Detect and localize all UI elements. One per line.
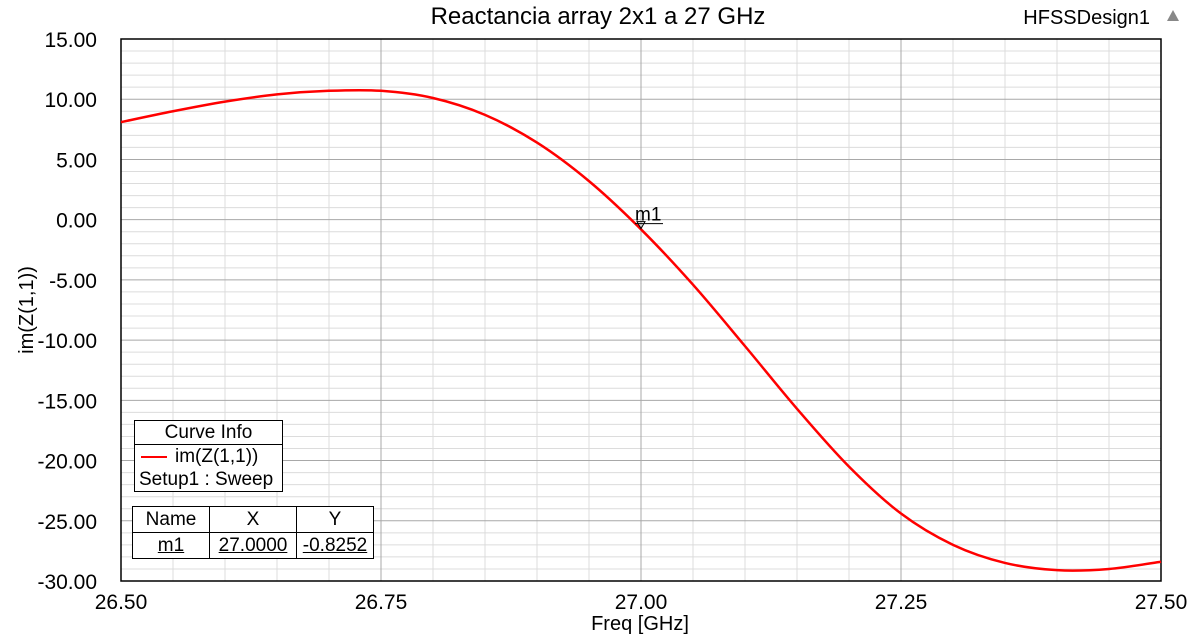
marker-table-header: Name X Y xyxy=(132,506,374,533)
marker-row-x: 27.0000 xyxy=(209,532,297,559)
marker-header-y: Y xyxy=(296,506,374,533)
y-tick-label: -15.00 xyxy=(37,390,97,413)
y-tick-label: -5.00 xyxy=(49,270,97,293)
marker-row-name[interactable]: m1 xyxy=(132,532,210,559)
x-tick-label: 27.25 xyxy=(875,591,928,614)
curve-info-title: Curve Info xyxy=(135,421,282,445)
marker-table-row: m1 27.0000 -0.8252 xyxy=(132,532,374,559)
plot-frame xyxy=(120,38,1162,582)
y-tick-label: 10.00 xyxy=(44,89,97,112)
x-tick-label: 26.75 xyxy=(355,591,408,614)
y-tick-labels: 15.00 10.00 5.00 0.00 -5.00 -10.00 -15.00 -20.0… xyxy=(37,29,97,594)
x-tick-label: 27.50 xyxy=(1135,591,1188,614)
curve-info-sub: Setup1 : Sweep xyxy=(139,469,274,490)
marker-label: m1 xyxy=(635,205,661,226)
curve-info-legend[interactable]: Curve Info im(Z(1,1)) Setup1 : Sweep xyxy=(134,420,283,492)
design-name: HFSSDesign1 xyxy=(1023,7,1150,29)
series-swatch xyxy=(141,455,167,458)
marker-table[interactable]: Name X Y m1 27.0000 -0.8252 xyxy=(132,506,374,559)
marker-header-name: Name xyxy=(132,506,210,533)
y-tick-label: 0.00 xyxy=(56,210,97,233)
curve-info-entry[interactable]: im(Z(1,1)) xyxy=(135,445,282,468)
marker-triangle-icon xyxy=(636,221,646,230)
marker-m1[interactable]: m1 xyxy=(635,205,663,230)
y-axis-label: im(Z(1,1)) xyxy=(16,266,38,354)
marker-row-y: -0.8252 xyxy=(296,532,374,559)
y-tick-label: 5.00 xyxy=(56,149,97,172)
grid-major xyxy=(121,39,1161,581)
y-tick-label: -25.00 xyxy=(37,511,97,534)
collapse-triangle-icon[interactable] xyxy=(1167,10,1179,21)
series-line-imz11 xyxy=(120,88,1162,572)
chart-title: Reactancia array 2x1 a 27 GHz xyxy=(431,3,766,30)
x-tick-label: 27.00 xyxy=(615,591,668,614)
y-tick-label: 15.00 xyxy=(44,29,97,52)
y-tick-label: -30.00 xyxy=(37,571,97,594)
x-axis-label: Freq [GHz] xyxy=(591,613,689,635)
curve-info-entry-label: im(Z(1,1)) xyxy=(175,446,259,467)
y-tick-label: -10.00 xyxy=(37,330,97,353)
x-tick-label: 26.50 xyxy=(95,591,148,614)
marker-header-x: X xyxy=(209,506,297,533)
y-tick-label: -20.00 xyxy=(37,451,97,474)
x-tick-labels: 26.50 26.75 27.00 27.25 27.50 xyxy=(95,591,1188,614)
